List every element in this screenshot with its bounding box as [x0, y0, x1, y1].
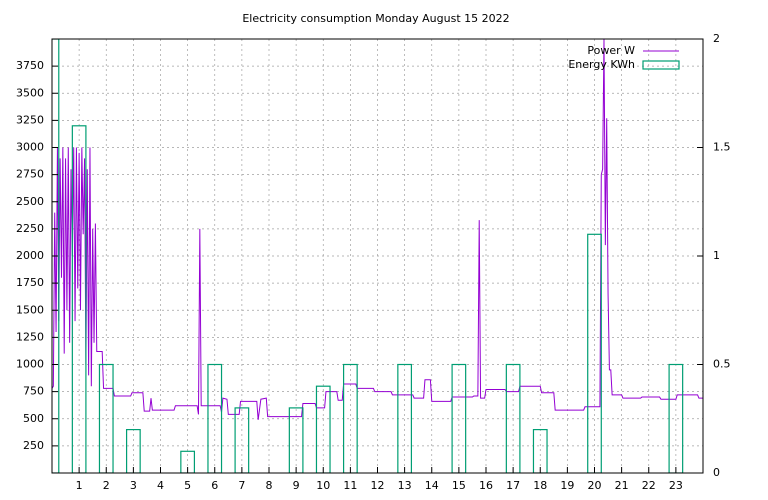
y-tick-label: 3250 [16, 113, 44, 126]
y2-tick-label: 1.5 [713, 141, 731, 154]
y2-tick-label: 0.5 [713, 358, 731, 371]
x-tick-label: 11 [343, 479, 357, 492]
x-tick-label: 17 [506, 479, 520, 492]
y-tick-label: 2500 [16, 195, 44, 208]
y-tick-label: 1000 [16, 358, 44, 371]
y-tick-label: 3000 [16, 141, 44, 154]
y2-tick-label: 1 [713, 249, 720, 262]
x-tick-label: 14 [425, 479, 439, 492]
x-tick-label: 2 [103, 479, 110, 492]
y2-tick-label: 2 [713, 32, 720, 45]
legend-label: Energy KWh [568, 58, 635, 71]
chart-title: Electricity consumption Monday August 15… [242, 12, 509, 25]
energy-box [342, 363, 358, 473]
x-tick-label: 5 [184, 479, 191, 492]
y-tick-label: 3750 [16, 59, 44, 72]
energy-box [505, 363, 521, 473]
energy-box [315, 385, 331, 473]
energy-box [532, 429, 548, 473]
legend-label: Power W [587, 44, 635, 57]
x-tick-label: 15 [452, 479, 466, 492]
energy-box [125, 429, 141, 473]
y-tick-label: 2250 [16, 222, 44, 235]
energy-box [98, 363, 114, 473]
y2-tick-label: 0 [713, 466, 720, 479]
energy-box [397, 363, 413, 473]
energy-box [451, 363, 467, 473]
x-tick-label: 9 [293, 479, 300, 492]
grid [52, 39, 703, 473]
axes: 2505007501000125015001750200022502500275… [16, 32, 731, 492]
y-tick-label: 3500 [16, 86, 44, 99]
y-tick-label: 1250 [16, 330, 44, 343]
y-tick-label: 250 [23, 439, 44, 452]
x-tick-label: 7 [238, 479, 245, 492]
x-tick-label: 19 [560, 479, 574, 492]
x-tick-label: 16 [479, 479, 493, 492]
x-tick-label: 20 [588, 479, 602, 492]
x-tick-label: 8 [266, 479, 273, 492]
y-tick-label: 2750 [16, 168, 44, 181]
x-tick-label: 6 [211, 479, 218, 492]
plot-area [52, 39, 703, 473]
y-tick-label: 1750 [16, 276, 44, 289]
x-tick-label: 23 [669, 479, 683, 492]
x-tick-label: 3 [130, 479, 137, 492]
y-tick-label: 750 [23, 385, 44, 398]
energy-box [52, 39, 60, 473]
energy-box [587, 233, 602, 473]
x-tick-label: 22 [642, 479, 656, 492]
y-tick-label: 1500 [16, 303, 44, 316]
power-line [52, 39, 703, 420]
energy-box [668, 363, 684, 473]
x-tick-label: 21 [615, 479, 629, 492]
energy-box [71, 125, 87, 473]
y-tick-label: 500 [23, 412, 44, 425]
legend-swatch [642, 60, 680, 70]
x-tick-label: 18 [533, 479, 547, 492]
x-tick-label: 1 [76, 479, 83, 492]
y-tick-label: 2000 [16, 249, 44, 262]
x-tick-label: 10 [316, 479, 330, 492]
energy-box [207, 363, 223, 473]
x-tick-label: 4 [157, 479, 164, 492]
x-tick-label: 12 [371, 479, 385, 492]
x-tick-label: 13 [398, 479, 412, 492]
